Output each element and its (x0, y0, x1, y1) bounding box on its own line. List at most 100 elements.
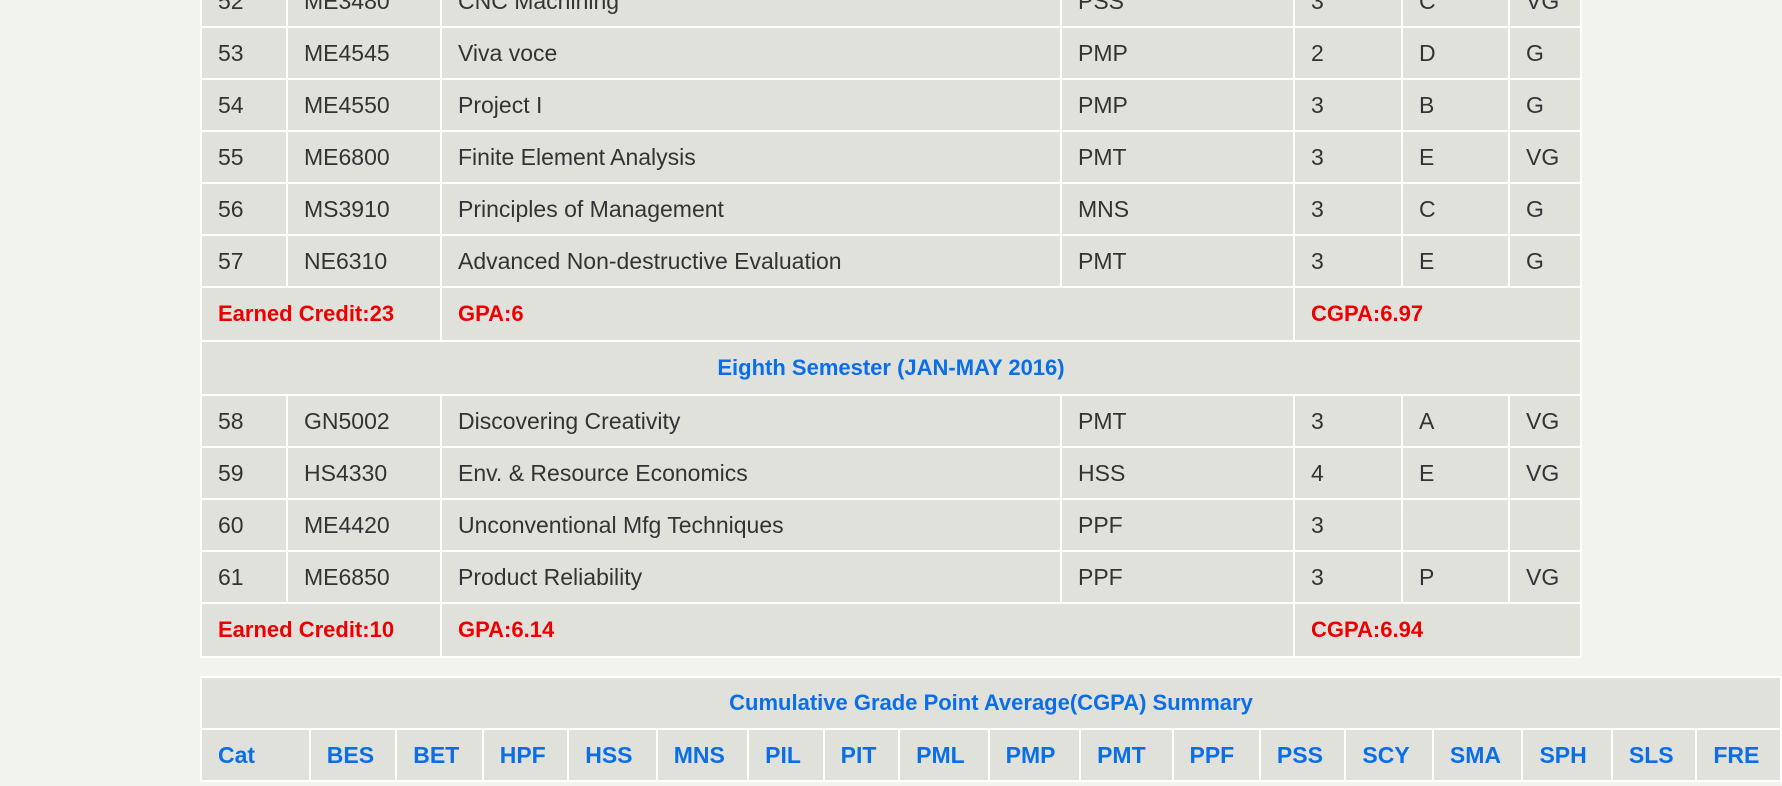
cgpa-category-row: Cat BES BET HPF HSS MNS PIL PIT PML PMP PMT PPF PSS S… (200, 728, 1782, 782)
earned-credit: Earned Credit:23 (200, 286, 442, 342)
course-name: Unconventional Mfg Techniques (440, 498, 1062, 552)
course-attendance: G (1508, 78, 1582, 132)
course-row: 59 HS4330 Env. & Resource Economics HSS 4 E VG (200, 446, 1582, 500)
course-attendance: VG (1508, 0, 1582, 28)
cgpa-category-header: PPF (1171, 728, 1261, 782)
course-code: ME4545 (286, 26, 442, 80)
gpa: GPA:6 (440, 286, 1295, 342)
cgpa-category-header: BET (395, 728, 484, 782)
course-credit: 3 (1293, 0, 1403, 28)
cgpa-category-header: SMA (1431, 728, 1524, 782)
course-category: HSS (1060, 446, 1295, 500)
course-credit: 2 (1293, 26, 1403, 80)
cgpa-category-header: PMP (987, 728, 1082, 782)
course-row: 61 ME6850 Product Reliability PPF 3 P VG (200, 550, 1582, 604)
course-attendance: VG (1508, 394, 1582, 448)
course-row: 54 ME4550 Project I PMP 3 B G (200, 78, 1582, 132)
cgpa-summary-table: Cumulative Grade Point Average(CGPA) Sum… (200, 676, 1782, 782)
course-name: Principles of Management (440, 182, 1062, 236)
course-credit: 3 (1293, 234, 1403, 288)
cgpa-category-header: HPF (481, 728, 570, 782)
course-number: 60 (200, 498, 288, 552)
course-code: ME4420 (286, 498, 442, 552)
course-name: Finite Element Analysis (440, 130, 1062, 184)
cgpa-category-header: PIT (822, 728, 901, 782)
cgpa-category-header: SLS (1610, 728, 1698, 782)
course-attendance (1508, 498, 1582, 552)
course-category: PPF (1060, 498, 1295, 552)
course-attendance: VG (1508, 446, 1582, 500)
course-grade: D (1401, 26, 1510, 80)
cgpa-category-header: BES (308, 728, 398, 782)
grades-table: 52 ME3480 CNC Machining PSS 3 C VG 53 ME4545 Viva… (200, 0, 1582, 658)
course-row: 58 GN5002 Discovering Creativity PMT 3 A VG (200, 394, 1582, 448)
course-credit: 4 (1293, 446, 1403, 500)
course-credit: 3 (1293, 394, 1403, 448)
cgpa-title-row: Cumulative Grade Point Average(CGPA) Sum… (200, 676, 1782, 730)
course-number: 52 (200, 0, 288, 28)
course-code: ME4550 (286, 78, 442, 132)
cgpa-category-header: FRE (1695, 728, 1782, 782)
cgpa: CGPA:6.97 (1293, 286, 1582, 342)
course-attendance: G (1508, 182, 1582, 236)
cgpa-category-header: PMT (1079, 728, 1174, 782)
course-grade: E (1401, 234, 1510, 288)
course-category: PMP (1060, 78, 1295, 132)
course-number: 58 (200, 394, 288, 448)
earned-credit: Earned Credit:10 (200, 602, 442, 658)
course-code: GN5002 (286, 394, 442, 448)
course-code: NE6310 (286, 234, 442, 288)
course-credit: 3 (1293, 78, 1403, 132)
course-category: PMT (1060, 130, 1295, 184)
course-grade: E (1401, 446, 1510, 500)
gpa: GPA:6.14 (440, 602, 1295, 658)
semester-heading-row: Eighth Semester (JAN-MAY 2016) (200, 340, 1582, 396)
course-attendance: VG (1508, 550, 1582, 604)
course-name: Discovering Creativity (440, 394, 1062, 448)
course-attendance: G (1508, 234, 1582, 288)
course-category: PPF (1060, 550, 1295, 604)
cgpa-category-header: PSS (1258, 728, 1347, 782)
course-grade: P (1401, 550, 1510, 604)
course-row: 56 MS3910 Principles of Management MNS 3 C G (200, 182, 1582, 236)
course-row: 55 ME6800 Finite Element Analysis PMT 3 E VG (200, 130, 1582, 184)
course-code: ME6800 (286, 130, 442, 184)
course-code: MS3910 (286, 182, 442, 236)
cgpa-category-header: PML (898, 728, 990, 782)
course-credit: 3 (1293, 498, 1403, 552)
course-attendance: VG (1508, 130, 1582, 184)
cgpa: CGPA:6.94 (1293, 602, 1582, 658)
cgpa-category-header: Cat (200, 728, 311, 782)
course-name: Project I (440, 78, 1062, 132)
course-number: 57 (200, 234, 288, 288)
course-grade: B (1401, 78, 1510, 132)
cgpa-category-header: SPH (1521, 728, 1613, 782)
cgpa-category-header: PIL (747, 728, 825, 782)
cgpa-category-header: SCY (1344, 728, 1434, 782)
course-row: 60 ME4420 Unconventional Mfg Techniques PPF… (200, 498, 1582, 552)
course-name: Advanced Non-destructive Evaluation (440, 234, 1062, 288)
course-category: PMT (1060, 394, 1295, 448)
course-number: 56 (200, 182, 288, 236)
course-grade: C (1401, 0, 1510, 28)
course-grade: E (1401, 130, 1510, 184)
course-category: MNS (1060, 182, 1295, 236)
course-name: Env. & Resource Economics (440, 446, 1062, 500)
semester-summary-row: Earned Credit:10 GPA:6.14 CGPA:6.94 (200, 602, 1582, 658)
course-number: 59 (200, 446, 288, 500)
course-code: ME3480 (286, 0, 442, 28)
semester-heading: Eighth Semester (JAN-MAY 2016) (200, 340, 1582, 396)
course-category: PSS (1060, 0, 1295, 28)
course-row: 57 NE6310 Advanced Non-destructive Evaluat… (200, 234, 1582, 288)
course-grade: C (1401, 182, 1510, 236)
cgpa-category-header: MNS (655, 728, 750, 782)
course-credit: 3 (1293, 182, 1403, 236)
course-code: ME6850 (286, 550, 442, 604)
course-number: 54 (200, 78, 288, 132)
course-attendance: G (1508, 26, 1582, 80)
course-grade (1401, 498, 1510, 552)
semester-summary-row: Earned Credit:23 GPA:6 CGPA:6.97 (200, 286, 1582, 342)
course-name: CNC Machining (440, 0, 1062, 28)
course-number: 53 (200, 26, 288, 80)
course-name: Viva voce (440, 26, 1062, 80)
